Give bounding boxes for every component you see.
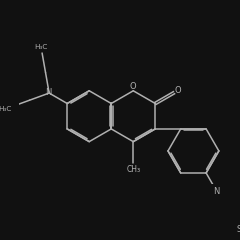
Text: H₃C: H₃C <box>0 106 12 112</box>
Text: O: O <box>130 82 137 91</box>
Text: N: N <box>45 88 51 97</box>
Text: H₃C: H₃C <box>34 44 48 50</box>
Text: O: O <box>175 86 181 95</box>
Text: N: N <box>213 186 220 196</box>
Text: CH₃: CH₃ <box>126 165 140 174</box>
Text: S: S <box>236 225 240 234</box>
